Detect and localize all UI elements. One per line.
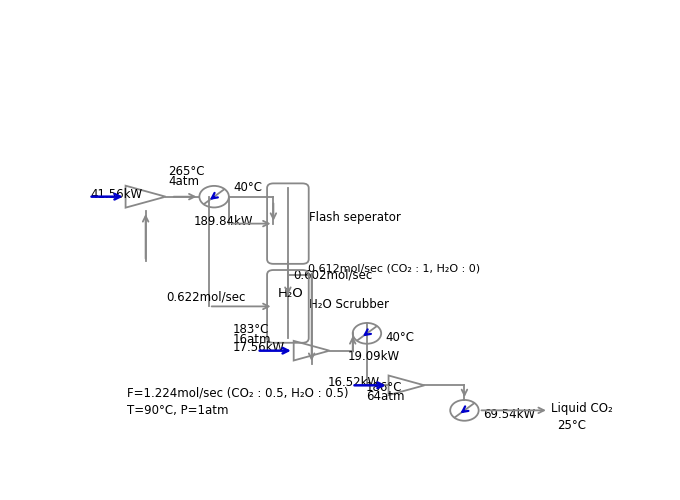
Text: 265°C: 265°C bbox=[168, 165, 205, 178]
Text: H₂O Scrubber: H₂O Scrubber bbox=[309, 298, 389, 311]
Text: 16.52kW: 16.52kW bbox=[328, 376, 380, 388]
Text: 41.56kW: 41.56kW bbox=[90, 188, 142, 201]
Text: 25°C: 25°C bbox=[557, 419, 585, 432]
Text: 0.602mol/sec: 0.602mol/sec bbox=[293, 268, 373, 281]
Text: 17.56kW: 17.56kW bbox=[233, 341, 285, 354]
Text: Liquid CO₂: Liquid CO₂ bbox=[551, 402, 613, 415]
Text: 4atm: 4atm bbox=[168, 175, 199, 188]
Text: 186°C: 186°C bbox=[366, 381, 403, 394]
Text: 16atm: 16atm bbox=[233, 332, 271, 345]
Text: T=90°C, P=1atm: T=90°C, P=1atm bbox=[127, 404, 228, 417]
Text: Flash seperator: Flash seperator bbox=[309, 212, 401, 224]
Text: H₂O: H₂O bbox=[277, 288, 303, 300]
Text: 19.09kW: 19.09kW bbox=[347, 350, 400, 363]
Text: 0.612mol/sec (CO₂ : 1, H₂O : 0): 0.612mol/sec (CO₂ : 1, H₂O : 0) bbox=[307, 264, 480, 274]
Text: 40°C: 40°C bbox=[233, 180, 262, 194]
Text: F=1.224mol/sec (CO₂ : 0.5, H₂O : 0.5): F=1.224mol/sec (CO₂ : 0.5, H₂O : 0.5) bbox=[127, 386, 349, 400]
Text: 183°C: 183°C bbox=[233, 323, 269, 336]
Text: 0.622mol/sec: 0.622mol/sec bbox=[167, 290, 246, 304]
Text: 40°C: 40°C bbox=[386, 330, 414, 344]
Text: 69.54kW: 69.54kW bbox=[483, 408, 535, 420]
Text: 189.84kW: 189.84kW bbox=[194, 215, 254, 228]
Text: 64atm: 64atm bbox=[366, 390, 405, 404]
